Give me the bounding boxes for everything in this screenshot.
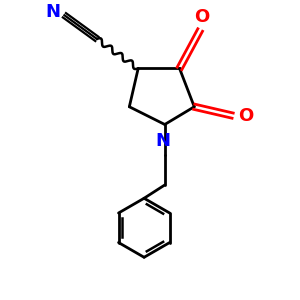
- Text: N: N: [156, 132, 171, 150]
- Text: O: O: [238, 106, 254, 124]
- Text: O: O: [194, 8, 209, 26]
- Text: N: N: [45, 3, 60, 21]
